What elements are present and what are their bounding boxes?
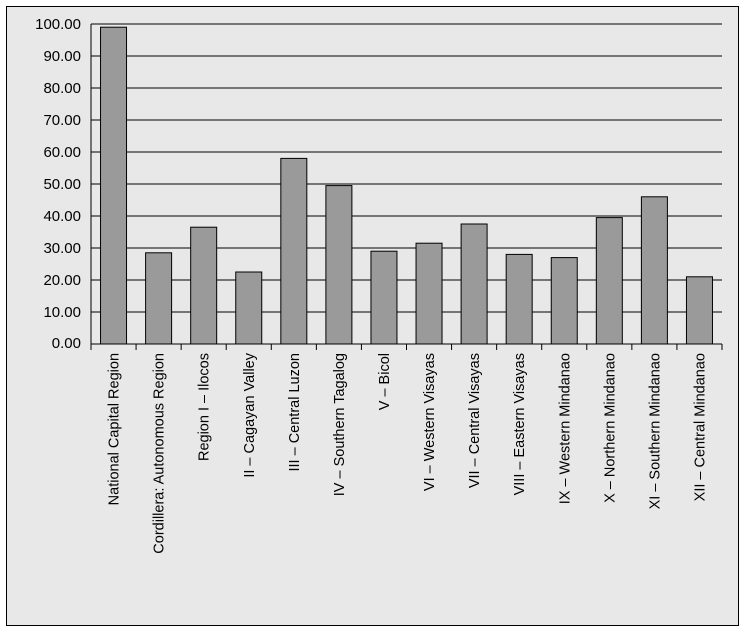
axes — [90, 24, 723, 350]
bar — [460, 223, 488, 345]
y-tick-label: 90.00 — [43, 48, 81, 65]
bar — [370, 250, 398, 345]
y-tick-label: 30.00 — [43, 240, 81, 257]
y-tick-label: 40.00 — [43, 208, 81, 225]
bar — [100, 26, 128, 345]
bar — [415, 242, 443, 345]
bar-chart: 0.00 10.00 20.00 30.00 40.00 50.00 60.00 70.00 8… — [35, 16, 723, 554]
bar — [280, 157, 308, 345]
x-tick-label: Region I – Ilocos — [197, 353, 213, 461]
x-tick-label: XII – Central Mindanao — [692, 353, 708, 501]
bar — [325, 185, 353, 345]
x-tick-label: VIII – Eastern Visayas — [512, 353, 528, 495]
bar — [190, 226, 218, 345]
x-tick-label: Cordillera: Autonomous Region — [152, 353, 168, 554]
y-tick-label: 10.00 — [43, 304, 81, 321]
y-axis-tick-labels: 0.00 10.00 20.00 30.00 40.00 50.00 60.00 70.00 8… — [35, 16, 81, 352]
y-tick-label: 100.00 — [35, 16, 81, 33]
x-tick-label: XI – Southern Mindanao — [647, 353, 663, 509]
bar — [145, 252, 173, 345]
x-tick-label: VII – Central Visayas — [467, 353, 483, 488]
bar — [595, 217, 623, 345]
x-tick-label: National Capital Region — [107, 353, 123, 505]
gridlines — [91, 23, 722, 313]
y-tick-label: 20.00 — [43, 272, 81, 289]
chart-frame: 0.00 10.00 20.00 30.00 40.00 50.00 60.00 70.00 8… — [6, 6, 739, 626]
y-tick-label: 80.00 — [43, 80, 81, 97]
x-tick-label: IX – Western Mindanao — [557, 353, 573, 504]
x-tick-label: X – Northern Mindanao — [602, 353, 618, 503]
category-labels: National Capital Region Cordillera: Auton… — [107, 352, 709, 553]
y-tick-label: 50.00 — [43, 176, 81, 193]
x-tick-label: V – Bicol — [377, 353, 393, 410]
y-tick-label: 70.00 — [43, 112, 81, 129]
bar — [685, 276, 713, 345]
x-tick-label: II – Cagayan Valley — [242, 352, 258, 477]
bars — [100, 26, 713, 345]
bar — [235, 271, 263, 345]
y-tick-label: 60.00 — [43, 144, 81, 161]
x-tick-label: VI – Western Visayas — [422, 353, 438, 491]
x-tick-label: III – Central Luzon — [287, 353, 303, 472]
x-tick-label: IV – Southern Tagalog — [332, 353, 348, 496]
bar — [640, 196, 668, 345]
bar — [550, 257, 578, 345]
bar — [505, 253, 533, 345]
y-tick-label: 0.00 — [52, 335, 81, 352]
